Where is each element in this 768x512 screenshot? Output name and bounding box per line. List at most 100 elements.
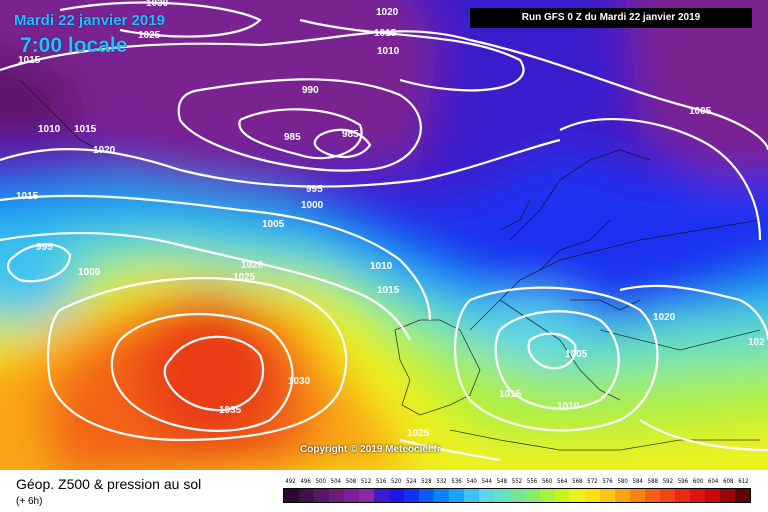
scale-swatch — [284, 489, 300, 502]
scale-label: 608 — [723, 478, 734, 485]
scale-swatch — [539, 489, 555, 502]
isobar-label: 1025 — [233, 272, 256, 283]
scale-bar — [283, 488, 751, 503]
scale-label: 604 — [708, 478, 719, 485]
isobar-label: 1020 — [241, 260, 264, 271]
scale-swatch — [659, 489, 675, 502]
isobar-label: 1020 — [376, 7, 399, 18]
scale-swatch — [524, 489, 540, 502]
scale-swatch — [674, 489, 690, 502]
forecast-map: 1030 1025 1015 1020 1015 1010 1010 1015 … — [0, 0, 768, 470]
scale-label: 528 — [421, 478, 432, 485]
scale-label: 568 — [572, 478, 583, 485]
scale-label: 556 — [526, 478, 538, 485]
scale-swatch — [644, 489, 660, 502]
isobar-label: 1000 — [78, 267, 101, 278]
scale-swatch — [734, 489, 750, 502]
scale-label: 576 — [602, 478, 613, 485]
scale-swatch — [434, 489, 450, 502]
scale-swatch — [479, 489, 495, 502]
scale-label: 600 — [692, 478, 704, 485]
scale-swatch — [569, 489, 585, 502]
isobar-label: 1015 — [18, 55, 41, 66]
scale-labels: 492 496 500 504 508 512 516 520 524 528 532 536 540 5… — [283, 478, 751, 485]
scale-label: 552 — [511, 478, 523, 485]
scale-swatch — [374, 489, 390, 502]
scale-swatch — [419, 489, 435, 502]
scale-swatch — [389, 489, 405, 502]
run-info: Run GFS 0 Z du Mardi 22 janvier 2019 — [470, 8, 752, 28]
scale-swatch — [599, 489, 615, 502]
scale-label: 560 — [541, 478, 553, 485]
scale-label: 532 — [436, 478, 447, 485]
isobar-label: 1005 — [689, 106, 712, 117]
legend-subtitle: (+ 6h) — [16, 496, 43, 507]
scale-swatch — [329, 489, 345, 502]
isobars — [0, 1, 768, 462]
scale-label: 524 — [406, 478, 417, 485]
scale-label: 612 — [738, 478, 749, 485]
scale-swatch — [554, 489, 570, 502]
scale-swatch — [509, 489, 525, 502]
scale-swatch — [629, 489, 645, 502]
legend-panel: Géop. Z500 & pression au sol (+ 6h) 492 4… — [0, 470, 768, 512]
scale-swatch — [494, 489, 510, 502]
legend-title: Géop. Z500 & pression au sol — [16, 476, 202, 492]
scale-label: 512 — [360, 478, 372, 485]
copyright: Copyright © 2019 Meteociel.fr — [300, 444, 441, 455]
isobar-label: 1000 — [301, 200, 324, 211]
scale-label: 548 — [496, 478, 508, 485]
scale-swatch — [464, 489, 480, 502]
isobar-label: 1030 — [288, 376, 311, 387]
isobar-label: 1010 — [377, 46, 400, 57]
scale-label: 516 — [375, 478, 387, 485]
isobar-label: 1015 — [16, 191, 39, 202]
isobar-label: 995 — [306, 184, 323, 195]
scale-swatch — [449, 489, 465, 502]
scale-label: 496 — [300, 478, 311, 485]
isobar-label: 1010 — [38, 124, 61, 135]
isobar-label: 985 — [284, 132, 301, 143]
scale-label: 596 — [677, 478, 689, 485]
isobar-label: 1020 — [93, 145, 116, 156]
scale-swatch — [359, 489, 375, 502]
scale-label: 500 — [315, 478, 326, 485]
scale-label: 572 — [587, 478, 598, 485]
forecast-date: Mardi 22 janvier 2019 — [14, 12, 165, 29]
scale-label: 592 — [662, 478, 674, 485]
scale-swatch — [689, 489, 705, 502]
scale-swatch — [719, 489, 735, 502]
isobar-label: 1035 — [219, 405, 242, 416]
scale-swatch — [584, 489, 600, 502]
scale-label: 588 — [647, 478, 658, 485]
isobar-label: 1025 — [138, 30, 161, 41]
scale-label: 580 — [617, 478, 628, 485]
scale-label: 492 — [285, 478, 296, 485]
isobar-label: 1015 — [74, 124, 97, 135]
scale-label: 520 — [391, 478, 402, 485]
forecast-time: 7:00 locale — [20, 34, 128, 57]
coastline-icon — [19, 79, 761, 451]
isobar-label: 1010 — [370, 261, 393, 272]
scale-label: 544 — [481, 478, 492, 485]
isobar-label: 1005 — [262, 219, 285, 230]
scale-swatch — [704, 489, 720, 502]
isobar-label: 102 — [748, 337, 765, 348]
scale-label: 508 — [345, 478, 357, 485]
isobar-label: 990 — [302, 85, 319, 96]
isobar-label: 1030 — [146, 0, 169, 9]
scale-swatch — [344, 489, 360, 502]
scale-label: 504 — [330, 478, 341, 485]
isobar-label: 1005 — [565, 349, 588, 360]
isobar-label: 995 — [36, 242, 53, 253]
isobar-label: 1015 — [374, 28, 397, 39]
isobar-labels: 1030 1025 1015 1020 1015 1010 1010 1015 … — [16, 0, 765, 439]
isobar-label: 1010 — [557, 401, 580, 412]
isobar-label: 1025 — [407, 428, 430, 439]
isobar-label: 1020 — [653, 312, 676, 323]
isobar-label: 1015 — [499, 389, 522, 400]
scale-label: 540 — [466, 478, 477, 485]
scale-swatch — [404, 489, 420, 502]
scale-swatch — [614, 489, 630, 502]
